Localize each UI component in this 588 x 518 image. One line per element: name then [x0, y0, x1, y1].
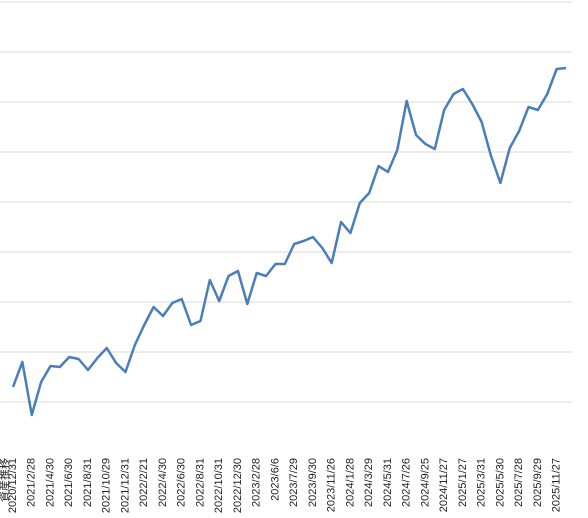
- x-tick-label: 2025/5/30: [494, 458, 506, 507]
- x-tick-label: 2021/2/28: [26, 458, 38, 507]
- x-tick-label: 2022/8/31: [194, 458, 206, 507]
- x-tick-label: 2024/11/27: [438, 458, 450, 512]
- x-tick-label: 2020/12/31: [7, 458, 19, 513]
- x-tick-label: 2021/12/31: [119, 458, 131, 513]
- x-tick-label: 2022/6/30: [176, 458, 188, 507]
- x-tick-label: 2024/3/29: [363, 458, 375, 507]
- x-tick-label: 2023/2/28: [251, 458, 263, 507]
- x-tick-label: 2021/10/29: [101, 458, 113, 513]
- data-line: [11, 66, 567, 417]
- x-tick-label: 2022/2/21: [138, 458, 150, 507]
- x-tick-label: 2024/7/26: [401, 458, 413, 507]
- axis-title: 資産推移: [0, 458, 11, 502]
- x-tick-label: 2022/12/30: [232, 458, 244, 513]
- x-tick-label: 2023/6/6: [269, 458, 281, 501]
- x-tick-label: 2024/1/28: [344, 458, 356, 507]
- x-tick-label: 2023/9/30: [307, 458, 319, 507]
- x-tick-label: 2025/1/27: [457, 458, 469, 507]
- x-tick-label: 2021/6/30: [63, 458, 75, 507]
- x-tick-label: 2022/4/30: [157, 458, 169, 507]
- x-tick-label: 2021/4/30: [44, 458, 56, 507]
- x-tick-label: 2023/11/26: [326, 458, 338, 512]
- x-tick-label: 2025/11/27: [551, 458, 563, 512]
- x-tick-label: 2024/9/25: [419, 458, 431, 507]
- x-tick-label: 2025/3/31: [476, 458, 488, 507]
- x-tick-label: 2025/7/28: [513, 458, 525, 507]
- x-tick-label: 2024/5/31: [382, 458, 394, 507]
- x-tick-label: 2023/7/29: [288, 458, 300, 507]
- x-tick-label: 2022/10/31: [213, 458, 225, 513]
- x-tick-label: 2025/9/29: [532, 458, 544, 507]
- x-tick-label: 2021/8/31: [82, 458, 94, 507]
